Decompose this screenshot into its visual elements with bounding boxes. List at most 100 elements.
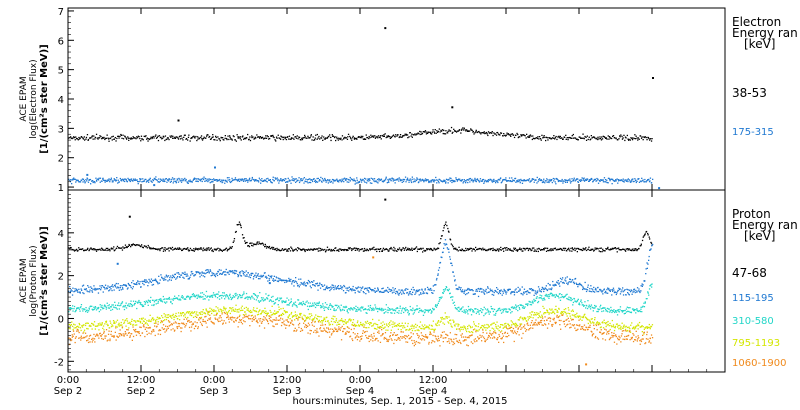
data-point <box>462 127 464 129</box>
data-point <box>126 138 128 140</box>
data-point <box>166 137 169 139</box>
data-point <box>374 328 376 330</box>
data-point <box>353 323 356 325</box>
data-point <box>211 295 213 297</box>
data-point <box>399 178 401 180</box>
data-point <box>350 288 352 290</box>
data-point <box>148 278 150 281</box>
data-point <box>461 289 464 291</box>
data-point <box>148 138 150 141</box>
data-point <box>218 291 220 293</box>
data-point <box>588 246 590 248</box>
data-point <box>355 324 357 326</box>
data-point <box>472 311 474 313</box>
data-point <box>237 136 239 138</box>
data-point <box>453 275 455 277</box>
data-point <box>230 308 232 310</box>
data-point <box>462 291 464 293</box>
data-point <box>467 305 470 308</box>
data-point <box>272 178 274 181</box>
data-point <box>464 129 466 131</box>
data-point <box>111 304 113 306</box>
series-115-195 <box>68 239 654 298</box>
data-point <box>585 290 588 293</box>
series-310-580 <box>68 283 653 317</box>
data-point <box>462 129 465 131</box>
data-point <box>313 280 315 282</box>
data-point <box>487 287 489 289</box>
data-point <box>120 247 122 249</box>
data-point <box>310 134 312 136</box>
data-point <box>241 179 243 182</box>
data-point <box>481 249 483 251</box>
data-point <box>218 310 220 313</box>
data-point <box>356 138 358 140</box>
data-point <box>288 302 291 304</box>
data-point <box>345 306 348 308</box>
data-point <box>149 179 151 181</box>
data-point <box>197 294 200 296</box>
data-point <box>479 132 481 134</box>
data-point <box>546 289 548 291</box>
data-point <box>541 134 543 136</box>
data-point <box>449 130 452 132</box>
data-point <box>241 234 244 236</box>
data-point <box>228 298 230 300</box>
data-point <box>448 288 450 290</box>
data-point <box>93 135 95 137</box>
data-point <box>322 319 324 322</box>
data-point <box>90 286 92 288</box>
data-point <box>101 138 103 140</box>
data-point <box>85 136 88 139</box>
data-point <box>211 249 214 251</box>
data-point <box>244 178 246 180</box>
data-point <box>536 176 538 179</box>
data-point <box>597 290 600 293</box>
data-point <box>487 249 490 251</box>
data-point <box>468 288 470 290</box>
data-point <box>401 136 403 138</box>
data-point <box>198 178 200 180</box>
data-point <box>284 138 286 140</box>
data-point <box>437 247 440 250</box>
data-point <box>391 292 394 294</box>
data-point <box>611 247 614 249</box>
data-point <box>287 317 289 319</box>
data-point <box>306 137 308 139</box>
data-point <box>102 327 104 329</box>
data-point <box>194 311 196 313</box>
data-point <box>590 135 592 137</box>
data-point <box>151 136 153 138</box>
data-point <box>573 298 576 300</box>
data-point <box>567 137 569 139</box>
data-point <box>205 308 207 310</box>
data-point <box>361 137 363 139</box>
data-point <box>365 327 367 329</box>
data-point <box>314 306 317 309</box>
data-point <box>258 181 260 183</box>
data-point <box>388 308 391 310</box>
data-point <box>211 312 213 315</box>
data-point <box>608 248 610 251</box>
data-point <box>139 318 141 320</box>
data-point <box>163 313 165 315</box>
data-point <box>374 287 376 290</box>
data-point <box>155 137 158 139</box>
data-point <box>390 289 392 291</box>
data-point <box>611 183 613 185</box>
data-point <box>116 137 118 140</box>
data-point <box>647 137 649 139</box>
data-point <box>309 285 311 287</box>
data-point <box>466 249 468 251</box>
data-point <box>96 288 99 290</box>
data-point <box>158 282 161 284</box>
data-point <box>635 248 637 250</box>
data-point <box>71 248 74 251</box>
data-point <box>640 285 642 287</box>
data-point <box>207 134 209 136</box>
data-point <box>346 138 349 140</box>
data-point <box>565 138 567 140</box>
data-point <box>79 137 81 139</box>
data-point <box>108 290 110 292</box>
data-point <box>226 312 229 314</box>
